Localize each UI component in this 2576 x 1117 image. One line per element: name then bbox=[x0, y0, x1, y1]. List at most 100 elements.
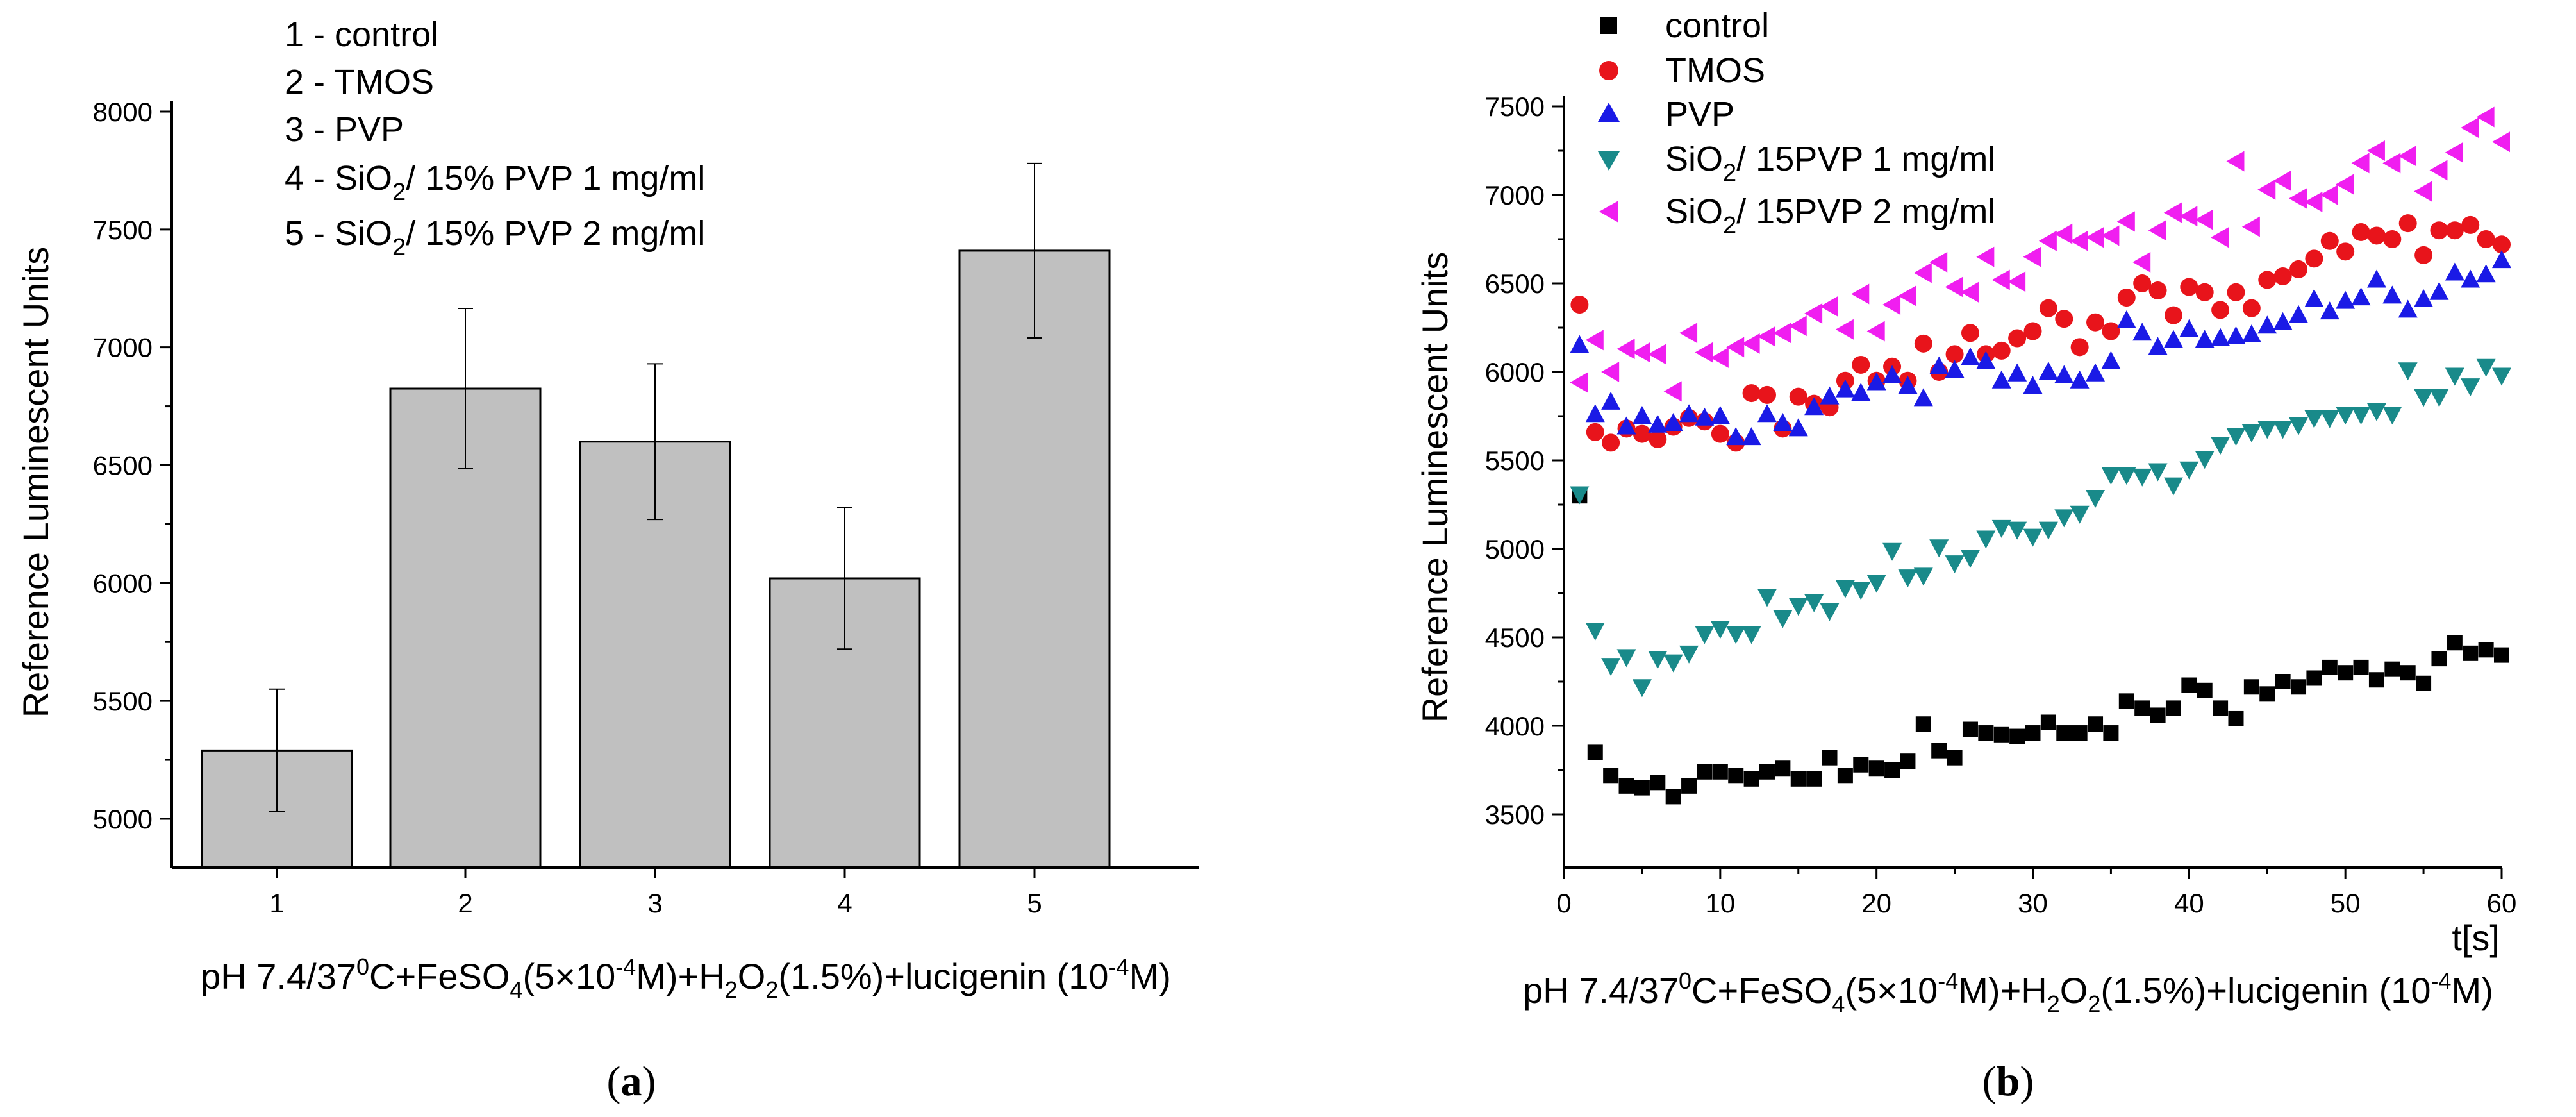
point-triangle-down bbox=[2429, 389, 2449, 407]
series-0 bbox=[1572, 488, 2509, 805]
point-square bbox=[2197, 682, 2213, 698]
point-square bbox=[1868, 760, 1884, 777]
point-triangle-down bbox=[2414, 389, 2434, 407]
point-circle bbox=[2211, 301, 2230, 319]
legend-label: PVP bbox=[1665, 95, 1734, 133]
legend-entry-tmos: TMOS bbox=[1599, 51, 1765, 90]
point-triangle-up bbox=[1741, 427, 1761, 446]
point-triangle-up bbox=[1976, 351, 1996, 369]
point-triangle-left bbox=[1710, 347, 1729, 368]
y-ticks-group: 3500 4000 4500 5000 5500 6000 6500 7000 7500 bbox=[1485, 92, 1564, 830]
point-triangle-up bbox=[2070, 370, 2090, 389]
point-triangle-up bbox=[2195, 330, 2215, 348]
point-triangle-up bbox=[1851, 383, 1871, 401]
y-tick-label: 4500 bbox=[1485, 623, 1545, 653]
point-square bbox=[2009, 728, 2025, 744]
point-triangle-up bbox=[1882, 365, 1902, 383]
error-bars-group bbox=[269, 162, 1042, 812]
point-triangle-left bbox=[2289, 188, 2307, 209]
point-triangle-up bbox=[2382, 285, 2402, 304]
point-triangle-down bbox=[2211, 437, 2231, 455]
point-square bbox=[1993, 726, 2009, 743]
point-triangle-left bbox=[1632, 342, 1650, 363]
point-circle bbox=[1602, 433, 1620, 452]
point-triangle-up bbox=[2492, 250, 2511, 269]
point-triangle-down bbox=[1898, 569, 1918, 588]
point-triangle-left bbox=[2132, 251, 2151, 273]
point-triangle-down bbox=[1866, 575, 1886, 593]
point-square bbox=[2088, 716, 2104, 732]
point-triangle-down bbox=[2086, 489, 2106, 508]
point-triangle-up bbox=[1804, 397, 1824, 416]
point-triangle-left bbox=[1835, 319, 1854, 340]
point-square bbox=[1618, 778, 1634, 794]
point-circle bbox=[2352, 223, 2370, 241]
point-triangle-left bbox=[2116, 211, 2135, 232]
point-triangle-left bbox=[1991, 269, 2010, 290]
point-triangle-left bbox=[2366, 140, 2385, 161]
point-circle bbox=[2117, 289, 2136, 307]
point-circle bbox=[1757, 385, 1776, 404]
x-tick-label: 4 bbox=[837, 888, 852, 918]
point-square bbox=[1743, 771, 1759, 787]
point-square bbox=[1806, 771, 1822, 787]
point-triangle-down bbox=[2038, 521, 2058, 540]
point-triangle-down bbox=[2116, 467, 2136, 485]
point-circle bbox=[2258, 271, 2277, 289]
y-tick-label: 7500 bbox=[1485, 92, 1545, 122]
y-tick-label: 5000 bbox=[93, 804, 153, 834]
legend-label: control bbox=[1665, 6, 1769, 45]
point-triangle-down bbox=[1773, 610, 1793, 628]
point-triangle-down bbox=[1601, 658, 1621, 676]
point-triangle-up bbox=[1991, 370, 2011, 389]
point-triangle-left bbox=[1788, 315, 1807, 337]
point-triangle-up bbox=[1616, 416, 1636, 435]
point-triangle-down bbox=[2366, 403, 2386, 421]
point-triangle-left bbox=[2398, 146, 2416, 167]
legend-marker-triangle-up bbox=[1598, 103, 1620, 122]
point-circle bbox=[1649, 430, 1667, 448]
point-triangle-left bbox=[2211, 227, 2229, 248]
x-tick-label: 1 bbox=[269, 888, 284, 918]
point-triangle-left bbox=[1616, 339, 1635, 360]
point-square bbox=[1665, 789, 1681, 805]
point-circle bbox=[2086, 313, 2105, 332]
x-tick-label: 30 bbox=[2018, 888, 2048, 918]
point-circle bbox=[1945, 345, 1964, 364]
legend-entry-sio2-2mg: SiO2/ 15PVP 2 mg/ml bbox=[1599, 192, 1995, 239]
point-square bbox=[1681, 778, 1697, 794]
point-triangle-down bbox=[2289, 417, 2309, 435]
point-square bbox=[1884, 762, 1900, 778]
point-triangle-left bbox=[2086, 227, 2104, 248]
point-triangle-down bbox=[1585, 622, 1605, 641]
point-circle bbox=[2023, 322, 2042, 340]
point-triangle-up bbox=[2226, 326, 2246, 344]
legend-entry-3: 3 - PVP bbox=[285, 110, 404, 149]
point-circle bbox=[2195, 283, 2214, 301]
point-triangle-left bbox=[2101, 225, 2120, 246]
point-triangle-up bbox=[2007, 363, 2027, 382]
point-triangle-down bbox=[1945, 555, 1965, 574]
point-triangle-up bbox=[1726, 427, 1746, 446]
point-triangle-up bbox=[1757, 404, 1777, 423]
x-tick-label: 50 bbox=[2331, 888, 2361, 918]
point-triangle-left bbox=[2414, 181, 2432, 202]
point-triangle-left bbox=[1695, 342, 1713, 363]
point-triangle-up bbox=[2304, 289, 2324, 307]
panel-b: 3500 4000 4500 5000 5500 6000 6500 7000 7500 0 10… bbox=[1415, 6, 2516, 1105]
point-circle bbox=[2320, 231, 2339, 250]
point-circle bbox=[2305, 249, 2323, 268]
bar-5 bbox=[958, 249, 1111, 869]
point-triangle-down bbox=[2351, 407, 2371, 425]
point-triangle-left bbox=[2148, 220, 2166, 241]
y-tick-label: 7000 bbox=[1485, 180, 1545, 210]
legend-marker-circle bbox=[1599, 61, 1618, 80]
point-square bbox=[1775, 760, 1791, 777]
point-triangle-left bbox=[1882, 294, 1901, 315]
point-triangle-up bbox=[1913, 388, 1933, 407]
point-triangle-left bbox=[1929, 251, 1948, 273]
point-square bbox=[2228, 710, 2244, 726]
point-circle bbox=[2445, 221, 2464, 240]
point-triangle-down bbox=[2132, 468, 2152, 487]
point-triangle-left bbox=[2226, 151, 2245, 172]
